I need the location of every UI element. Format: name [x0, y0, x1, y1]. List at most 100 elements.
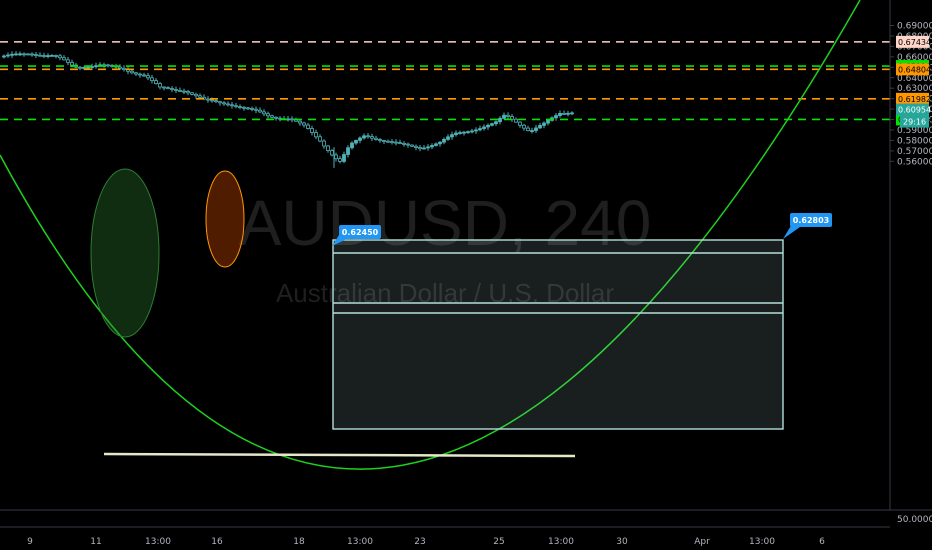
candle-body — [478, 128, 482, 131]
candle-body — [474, 129, 478, 132]
candle-body — [322, 140, 326, 147]
candle-body — [466, 131, 470, 134]
candle-body — [390, 141, 394, 144]
candle-body — [266, 113, 270, 117]
candle-body — [518, 121, 522, 126]
level-price-tag — [896, 63, 929, 76]
candle-body — [422, 147, 426, 150]
candle-body — [222, 102, 226, 105]
candle-body — [182, 90, 186, 93]
candle-body — [130, 70, 134, 74]
candle-body — [546, 119, 550, 124]
candle-body — [362, 135, 366, 139]
candle-body — [462, 131, 466, 134]
candles — [2, 51, 574, 168]
y-tick-label: 0.66000 — [897, 53, 932, 63]
candle-body — [426, 146, 430, 149]
candle-body — [542, 122, 546, 126]
price-levels — [0, 41, 890, 121]
candle-body — [334, 154, 338, 160]
candle-body — [506, 114, 510, 117]
candle-body — [142, 74, 146, 77]
y-tick-label: 0.57000 — [897, 147, 932, 157]
candle-body — [38, 54, 42, 57]
candle-body — [134, 72, 138, 75]
last-price-label: 0.60954 — [898, 106, 931, 115]
candle-body — [46, 55, 50, 57]
candle-body — [162, 86, 166, 89]
candle-body — [414, 145, 418, 148]
candle-body — [310, 128, 314, 133]
parabola-curve — [0, 0, 861, 470]
countdown-label: 29:16 — [903, 118, 926, 127]
level-price-tag — [896, 35, 929, 48]
candle-body — [522, 124, 526, 129]
candle-body — [430, 145, 434, 148]
candle-body — [42, 55, 46, 57]
candle-body — [326, 145, 330, 152]
x-tick-label: 30 — [616, 537, 628, 547]
candle-body — [186, 91, 190, 94]
candle-body — [22, 53, 26, 56]
candle-body — [558, 113, 562, 116]
candle-body — [486, 124, 490, 128]
candle-body — [66, 59, 70, 63]
y-bottom-label: 50.00000 — [897, 515, 932, 525]
candle-body — [314, 132, 318, 138]
candle-body — [106, 64, 110, 67]
candle-body — [194, 93, 198, 97]
candle-body — [30, 53, 34, 56]
candle-body — [2, 55, 6, 58]
candle-body — [174, 89, 178, 91]
candle-body — [26, 53, 30, 56]
candle-body — [166, 87, 170, 90]
candle-body — [6, 54, 10, 57]
candle-body — [86, 66, 90, 69]
candle-body — [54, 55, 58, 57]
candle-body — [438, 141, 442, 145]
candle-body — [258, 109, 262, 113]
level-price-tag-label: 0.61982 — [898, 95, 931, 104]
range-box — [332, 239, 784, 430]
watermark-symbol: AUDUSD, 240 — [239, 187, 652, 259]
candle-body — [318, 136, 322, 142]
candle-body — [274, 116, 278, 119]
candle-body — [526, 127, 530, 132]
candle-body — [290, 118, 294, 121]
candle-body — [338, 158, 342, 162]
drawings: 0.62450 0.62803 — [0, 0, 861, 470]
callout-label: 0.62803 — [793, 216, 829, 225]
candle-body — [398, 142, 402, 145]
y-tick-label: 0.63000 — [897, 84, 932, 94]
candle-body — [94, 65, 98, 68]
callout-box — [339, 225, 381, 239]
candle-body — [562, 113, 566, 115]
candle-body — [470, 130, 474, 133]
candle-body — [146, 75, 150, 79]
candle-body — [138, 73, 142, 76]
candle-body — [366, 135, 370, 138]
callout-0-62803: 0.62803 — [783, 213, 832, 239]
x-tick-label: 6 — [819, 537, 825, 547]
candle-body — [218, 101, 222, 104]
candle-body — [394, 141, 398, 144]
candle-body — [498, 117, 502, 123]
candle-body — [206, 98, 210, 101]
candle-body — [386, 140, 390, 143]
candle-body — [214, 100, 218, 103]
callout-box — [790, 213, 832, 227]
candle-body — [410, 144, 414, 147]
candle-body — [122, 67, 126, 71]
candle-body — [14, 53, 18, 56]
x-tick-label: 23 — [414, 537, 425, 547]
candle-body — [170, 88, 174, 90]
candle-body — [306, 124, 310, 129]
candle-body — [18, 53, 22, 56]
callout-label: 0.62450 — [342, 228, 379, 237]
candle-body — [50, 55, 54, 57]
candle-body — [226, 103, 230, 106]
level-price-tag-label: 0.64804 — [898, 65, 931, 74]
candle-body — [354, 139, 358, 144]
candle-body — [418, 147, 422, 150]
